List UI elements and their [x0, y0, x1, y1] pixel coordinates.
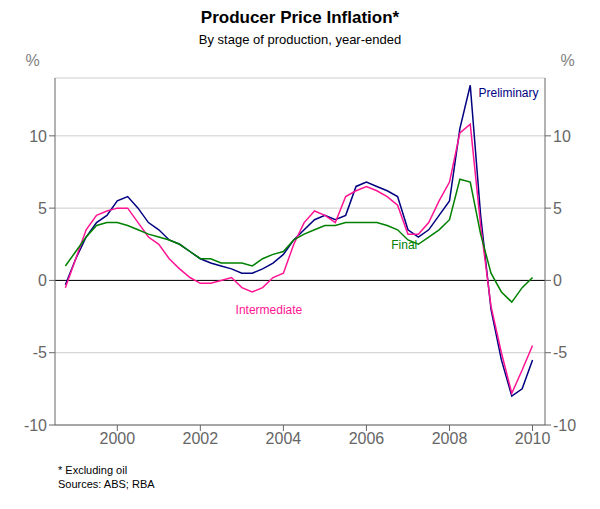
svg-text:10: 10	[553, 128, 571, 145]
svg-text:Intermediate: Intermediate	[236, 303, 303, 317]
svg-text:-10: -10	[553, 417, 576, 434]
svg-text:10: 10	[29, 128, 47, 145]
svg-text:2002: 2002	[183, 430, 219, 447]
svg-text:2004: 2004	[266, 430, 302, 447]
svg-text:0: 0	[553, 272, 562, 289]
svg-text:%: %	[25, 52, 39, 69]
svg-text:Preliminary: Preliminary	[478, 86, 538, 100]
svg-text:2000: 2000	[99, 430, 135, 447]
svg-text:2010: 2010	[515, 430, 551, 447]
html-text:Producer Price Inflation*: Producer Price Inflation*	[200, 8, 400, 27]
svg-text:5: 5	[38, 200, 47, 217]
svg-text:2006: 2006	[349, 430, 385, 447]
svg-text:-10: -10	[24, 417, 47, 434]
svg-text:0: 0	[38, 272, 47, 289]
svg-text:5: 5	[553, 200, 562, 217]
html-text:Sources: ABS; RBA: Sources: ABS; RBA	[58, 478, 155, 490]
svg-text:-5: -5	[553, 344, 567, 361]
html-text:* Excluding oil: * Excluding oil	[58, 464, 128, 476]
svg-text:-5: -5	[33, 344, 47, 361]
svg-text:%: %	[560, 52, 574, 69]
html-text:By stage of production, year-e: By stage of production, year-ended	[198, 32, 402, 47]
svg-text:Final: Final	[391, 238, 417, 252]
svg-text:2008: 2008	[432, 430, 468, 447]
